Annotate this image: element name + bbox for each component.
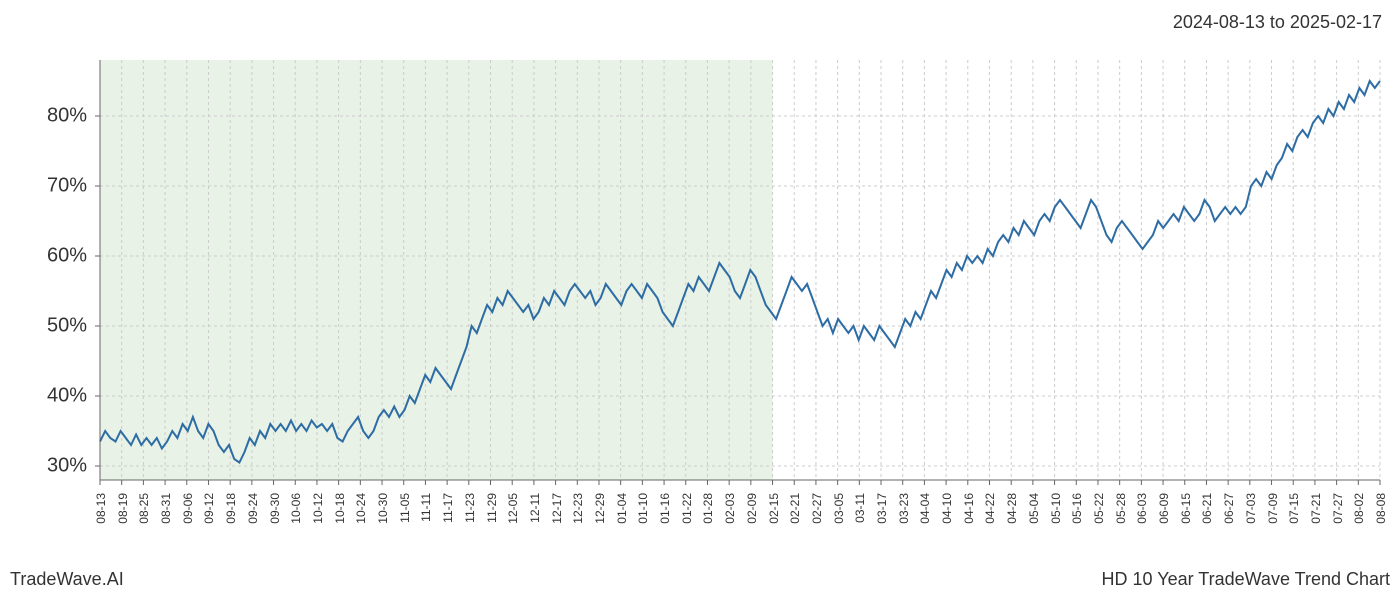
y-tick-label: 50% (47, 315, 87, 338)
x-tick-label: 06-15 (1179, 493, 1193, 524)
date-range-label: 2024-08-13 to 2025-02-17 (1173, 12, 1382, 33)
footer-brand: TradeWave.AI (10, 569, 124, 590)
x-tick-label: 07-09 (1266, 493, 1280, 524)
x-tick-label: 09-06 (181, 493, 195, 524)
x-tick-label: 10-24 (354, 493, 368, 524)
x-tick-label: 10-18 (333, 493, 347, 524)
x-tick-label: 01-16 (658, 493, 672, 524)
x-tick-label: 05-04 (1027, 493, 1041, 524)
y-tick-label: 80% (47, 105, 87, 128)
y-tick-label: 30% (47, 455, 87, 478)
x-tick-label: 09-12 (202, 493, 216, 524)
x-tick-label: 07-27 (1331, 493, 1345, 524)
x-tick-label: 08-13 (94, 493, 108, 524)
y-tick-label: 40% (47, 385, 87, 408)
x-tick-label: 12-23 (571, 493, 585, 524)
x-tick-label: 04-16 (962, 493, 976, 524)
x-tick-label: 08-02 (1352, 493, 1366, 524)
x-tick-label: 06-03 (1135, 493, 1149, 524)
x-tick-label: 01-22 (680, 493, 694, 524)
x-tick-label: 12-11 (528, 493, 542, 523)
chart-area (100, 60, 1380, 480)
y-axis: 30% 40% 50% 60% 70% 80% (0, 60, 95, 480)
x-tick-label: 03-17 (875, 493, 889, 524)
x-tick-label: 02-21 (788, 493, 802, 524)
line-chart-svg (100, 60, 1380, 480)
x-tick-label: 05-28 (1114, 493, 1128, 524)
x-tick-label: 06-27 (1222, 493, 1236, 524)
x-tick-label: 04-22 (983, 493, 997, 524)
y-tick-label: 60% (47, 245, 87, 268)
x-tick-label: 04-28 (1005, 493, 1019, 524)
x-tick-label: 04-10 (940, 493, 954, 524)
x-tick-label: 04-04 (918, 493, 932, 524)
x-tick-label: 03-11 (853, 493, 867, 523)
x-tick-label: 11-17 (441, 493, 455, 523)
x-axis: 08-1308-1908-2508-3109-0609-1209-1809-24… (100, 485, 1380, 565)
x-tick-label: 02-27 (810, 493, 824, 524)
x-tick-label: 09-18 (224, 493, 238, 524)
x-tick-label: 11-29 (485, 493, 499, 523)
x-tick-label: 02-15 (767, 493, 781, 524)
x-tick-label: 02-09 (745, 493, 759, 524)
highlight-region (100, 60, 773, 480)
x-tick-label: 03-05 (832, 493, 846, 524)
x-tick-label: 12-29 (593, 493, 607, 524)
x-tick-label: 12-17 (550, 493, 564, 524)
x-tick-label: 06-09 (1157, 493, 1171, 524)
x-tick-label: 08-31 (159, 493, 173, 524)
x-tick-label: 05-16 (1070, 493, 1084, 524)
y-tick-label: 70% (47, 175, 87, 198)
x-tick-label: 10-30 (376, 493, 390, 524)
x-tick-label: 11-11 (419, 493, 433, 522)
x-tick-label: 03-23 (897, 493, 911, 524)
x-tick-label: 05-22 (1092, 493, 1106, 524)
x-tick-label: 11-23 (463, 493, 477, 523)
x-tick-label: 01-28 (701, 493, 715, 524)
x-tick-label: 05-10 (1049, 493, 1063, 524)
x-tick-label: 09-24 (246, 493, 260, 524)
x-tick-label: 02-03 (723, 493, 737, 524)
x-tick-label: 10-06 (289, 493, 303, 524)
x-tick-label: 08-25 (137, 493, 151, 524)
x-tick-label: 09-30 (268, 493, 282, 524)
x-tick-label: 06-21 (1200, 493, 1214, 524)
x-tick-label: 01-04 (615, 493, 629, 524)
x-tick-label: 10-12 (311, 493, 325, 524)
footer-title: HD 10 Year TradeWave Trend Chart (1102, 569, 1390, 590)
x-tick-label: 08-19 (116, 493, 130, 524)
x-tick-label: 07-15 (1287, 493, 1301, 524)
x-tick-label: 12-05 (506, 493, 520, 524)
x-tick-label: 08-08 (1374, 493, 1388, 524)
x-tick-label: 01-10 (636, 493, 650, 524)
x-tick-label: 11-05 (398, 493, 412, 523)
x-tick-label: 07-21 (1309, 493, 1323, 524)
x-tick-label: 07-03 (1244, 493, 1258, 524)
